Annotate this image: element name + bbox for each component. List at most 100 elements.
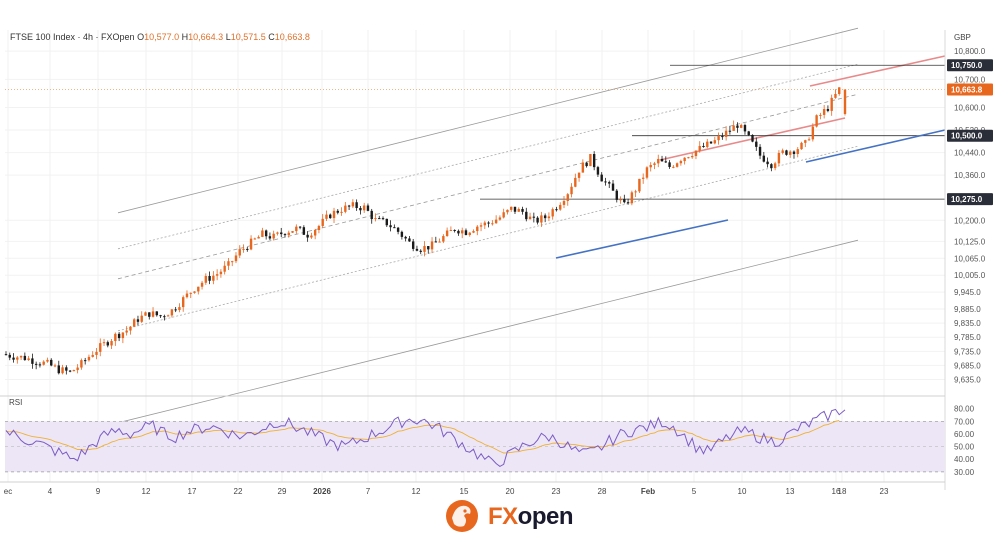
candle-body <box>408 238 411 242</box>
rsi-tick-label: 70.00 <box>954 417 975 426</box>
candle-body <box>148 312 151 317</box>
x-tick-label: 23 <box>552 487 561 496</box>
candle-body <box>592 154 596 168</box>
candle-body <box>340 211 343 213</box>
candle-body <box>807 139 811 141</box>
regression-channel <box>117 27 946 424</box>
candle-body <box>253 238 257 240</box>
candle-body <box>178 307 181 310</box>
x-tick-label: 15 <box>460 487 469 496</box>
candle-body <box>106 342 109 346</box>
candle-body <box>611 183 615 191</box>
candle-body <box>743 125 747 132</box>
candle-body <box>483 222 487 226</box>
plot-background <box>0 30 945 482</box>
candle-body <box>570 186 573 195</box>
candle-body <box>381 218 385 220</box>
price-badge-bg <box>947 59 993 72</box>
chart-header: FTSE 100 Index · 4h · FXOpen O10,577.0 H… <box>10 32 310 42</box>
candle-body <box>87 356 91 361</box>
instrument-title: FTSE 100 Index · 4h · FXOpen <box>10 32 135 42</box>
candle-body <box>770 164 773 169</box>
candle-body <box>721 136 724 138</box>
candle-body <box>619 199 622 201</box>
candle-body <box>378 218 381 220</box>
brand-open: open <box>517 503 574 530</box>
candle-body <box>189 292 192 294</box>
candle-body <box>393 227 396 229</box>
support-trendline-2 <box>805 129 946 163</box>
candle-body <box>781 150 784 153</box>
candle-body <box>419 250 422 252</box>
candle-body <box>355 202 358 209</box>
candle-body <box>724 130 728 137</box>
candle-body <box>491 223 494 225</box>
candle-body <box>789 151 792 155</box>
candle-body <box>468 232 471 235</box>
brand-fx: FX <box>488 503 518 530</box>
candle-body <box>630 192 634 204</box>
candle-body <box>389 225 392 228</box>
channel-line-3 <box>117 145 859 332</box>
brand-wordmark: FXopen <box>488 503 574 531</box>
candle-body <box>675 163 679 167</box>
x-tick-label: 16 <box>832 487 841 496</box>
candle-body <box>773 163 777 169</box>
candle-body <box>61 367 64 374</box>
candle-body <box>690 156 694 158</box>
candle-body <box>16 357 19 360</box>
candle-body <box>540 215 543 223</box>
candle-body <box>747 131 750 135</box>
price-axis: 10,800.010,700.010,600.010,520.010,440.0… <box>944 30 986 490</box>
candle-body <box>38 364 42 366</box>
candle-body <box>280 232 283 235</box>
candle-body <box>42 361 45 365</box>
candle-body <box>219 271 223 275</box>
price-tick-label: 9,835.0 <box>954 319 981 328</box>
x-tick-label: 12 <box>142 487 151 496</box>
price-tick-label: 10,700.0 <box>954 75 986 84</box>
candle-body <box>91 354 94 357</box>
candle-body <box>581 162 585 173</box>
rsi-tick-label: 50.00 <box>954 443 975 452</box>
candle-body <box>34 363 38 365</box>
candle-body <box>185 293 189 298</box>
price-badge-bg <box>947 129 993 142</box>
candle-body <box>298 226 302 228</box>
candle-body <box>679 161 683 164</box>
channel-line-1 <box>117 63 859 250</box>
candle-body <box>310 235 313 238</box>
x-tick-label: 28 <box>598 487 607 496</box>
candle-body <box>649 164 652 168</box>
price-tick-label: 9,885.0 <box>954 305 981 314</box>
candle-body <box>325 214 328 219</box>
price-tick-label: 10,360.0 <box>954 171 986 180</box>
candle-body <box>634 191 637 193</box>
channel-line-0 <box>117 27 859 214</box>
rsi-label: RSI <box>9 398 23 407</box>
candle-body <box>589 154 592 167</box>
price-tick-label: 10,005.0 <box>954 271 986 280</box>
candle-body <box>257 236 260 239</box>
candle-body <box>68 370 72 372</box>
candle-body <box>472 231 475 233</box>
candle-body <box>114 333 117 342</box>
price-tick-label: 10,600.0 <box>954 104 986 113</box>
candle-body <box>50 359 53 366</box>
x-tick-label: 4 <box>48 487 53 496</box>
candle-body <box>513 206 517 212</box>
candle-body <box>302 227 306 235</box>
price-tick-label: 9,735.0 <box>954 347 981 356</box>
candle-body <box>826 109 830 111</box>
price-badge-label: 10,500.0 <box>951 132 983 141</box>
candle-body <box>660 158 664 162</box>
open-value: 10,577.0 <box>144 32 180 42</box>
candle-body <box>796 149 799 154</box>
price-badge-bg <box>947 193 993 206</box>
candle-body <box>838 87 841 94</box>
channel-line-4 <box>117 239 859 424</box>
candle-body <box>159 315 162 317</box>
candle-body <box>698 145 701 151</box>
candle-body <box>528 216 532 220</box>
